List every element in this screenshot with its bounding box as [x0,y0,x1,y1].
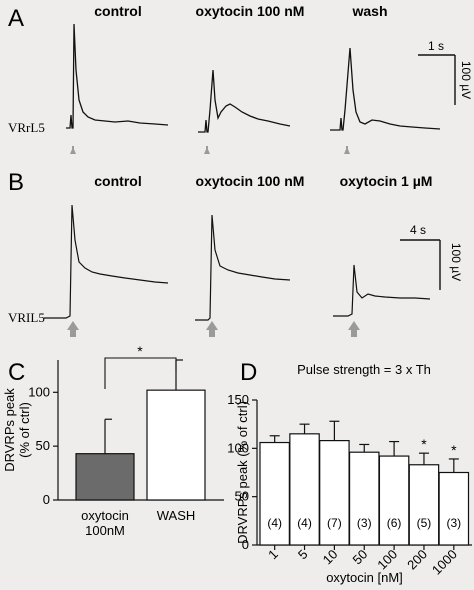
trace-b-1um [333,264,431,317]
significance-star: * [421,436,427,452]
trace-a-control [66,23,169,129]
panel-b-title-oxytocin: oxytocin 100 nM [196,173,305,189]
panel-a-title-wash: wash [351,3,387,19]
panel-a-title-control: control [94,3,141,19]
trace-b-control [44,204,169,319]
panel-b-trace-label: VRIL5 [8,310,45,325]
panel-letter-a: A [8,5,24,32]
stimulus-arrow-icon [346,146,348,154]
x-axis-label: oxytocin [nM] [326,570,403,585]
significance-bracket [104,357,177,389]
x-tick-label: 100 [374,547,400,573]
panel-a-title-oxytocin: oxytocin 100 nM [196,3,305,19]
x-tick-label: 50 [350,547,371,568]
y-tick-label: 150 [227,392,249,407]
stimulus-arrow-icon [348,321,360,330]
stimulus-arrow-icon [209,329,215,337]
y-tick-label: 0 [242,537,249,552]
bar [75,453,135,501]
y-tick-label: 50 [36,438,50,453]
stimulus-arrow-icon [67,321,79,330]
panel-a-scale-time: 1 s [428,39,444,53]
x-tick-label: 5 [295,547,311,563]
y-tick-label: 50 [235,489,249,504]
stimulus-arrow-icon [206,321,218,330]
panel-a-scale-amp: 100 µV [459,61,473,99]
bar [146,389,206,501]
bar-n-label: (3) [357,516,372,530]
panel-b-title-oxytocin-1um: oxytocin 1 µM [340,173,433,189]
panel-b-stimulus-arrows [67,321,360,337]
y-axis-label: DRVRPs peak (% of ctrl) [235,401,250,544]
chart-c: 0 50 100 DRVRPs peak (% of ctrl) oxytocin100n… [2,343,224,538]
bar [408,464,440,546]
bar-n-label: (3) [446,516,461,530]
y-tick-label: 0 [43,492,50,507]
x-tick-label: oxytocin [81,508,129,523]
bar [348,451,380,546]
panel-a-trace-label: VRrL5 [8,120,45,135]
stimulus-arrow-icon [72,146,74,154]
x-tick-label: 1000 [429,547,460,578]
bar-n-label: (4) [267,516,282,530]
bar-n-label: (6) [387,516,402,530]
x-tick-label: 10 [320,547,341,568]
trace-b-oxytocin [195,214,291,321]
panel-a-traces [66,23,441,133]
bar [378,455,410,546]
panel-b-scalebar [400,239,441,290]
trace-a-wash [330,47,441,131]
panel-a-scalebar [418,54,456,105]
bar-n-label: (4) [297,516,312,530]
bar-n-label: (7) [327,516,342,530]
panel-b-title-control: control [94,173,141,189]
stimulus-arrow-icon [70,329,76,337]
panel-b-traces [44,204,431,321]
significance-star: * [137,343,143,359]
x-tick-label: 1 [265,547,281,563]
panel-letter-d: D [240,359,257,386]
stimulus-arrow-icon [206,146,208,154]
panel-a-stimulus-arrows [70,146,350,154]
x-tick-label: 100nM [85,523,125,538]
y-axis-label: (% of ctrl) [17,402,32,458]
stimulus-arrow-icon [351,329,357,337]
y-tick-label: 100 [227,440,249,455]
bar-n-label: (5) [417,516,432,530]
panel-b-scale-amp: 100 µV [449,243,463,281]
trace-a-oxytocin [198,69,291,133]
x-tick-label: 200 [404,547,430,573]
y-tick-label: 100 [28,384,50,399]
panel-letter-c: C [8,359,25,386]
significance-star: * [451,442,457,458]
y-axis-label: DRVRPs peak [2,388,17,472]
panel-d-annotation: Pulse strength = 3 x Th [297,362,431,377]
panel-letter-b: B [8,169,24,196]
bar [438,471,470,546]
panel-b-scale-time: 4 s [410,223,426,237]
x-tick-label: WASH [157,508,196,523]
